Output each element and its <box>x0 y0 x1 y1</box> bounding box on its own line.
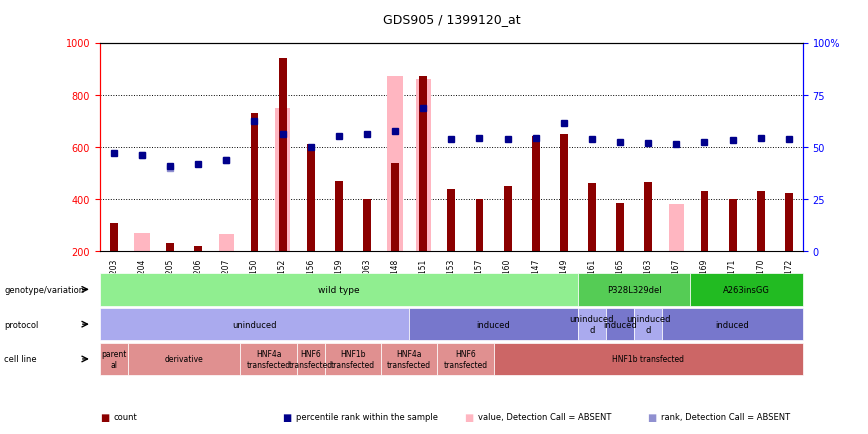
Bar <box>616 204 624 252</box>
Text: ■: ■ <box>282 412 292 421</box>
Bar <box>700 192 708 252</box>
Text: percentile rank within the sample: percentile rank within the sample <box>296 412 438 421</box>
Text: HNF4a
transfected: HNF4a transfected <box>247 349 291 369</box>
Text: protocol: protocol <box>4 320 39 329</box>
Text: uninduced
d: uninduced d <box>626 315 670 334</box>
Bar <box>391 163 399 252</box>
Bar <box>110 223 118 252</box>
Bar <box>644 183 652 252</box>
Text: P328L329del: P328L329del <box>607 285 661 294</box>
Text: induced: induced <box>477 320 510 329</box>
Text: HNF6
transfected: HNF6 transfected <box>289 349 332 369</box>
Bar <box>476 200 483 252</box>
Text: induced: induced <box>603 320 637 329</box>
Bar <box>588 184 596 252</box>
Bar <box>306 145 315 252</box>
Text: ■: ■ <box>464 412 474 421</box>
Bar <box>335 181 343 252</box>
Text: GDS905 / 1399120_at: GDS905 / 1399120_at <box>383 13 520 26</box>
Bar <box>135 233 150 252</box>
Text: A263insGG: A263insGG <box>723 285 770 294</box>
Text: HNF4a
transfected: HNF4a transfected <box>387 349 431 369</box>
Bar <box>419 77 427 252</box>
Bar <box>194 247 202 252</box>
Bar <box>785 193 792 252</box>
Text: parent
al: parent al <box>102 349 127 369</box>
Bar <box>279 59 286 252</box>
Bar <box>251 114 259 252</box>
Text: HNF1b transfected: HNF1b transfected <box>612 355 684 364</box>
Text: ■: ■ <box>647 412 656 421</box>
Text: genotype/variation: genotype/variation <box>4 285 84 294</box>
Text: wild type: wild type <box>318 285 359 294</box>
Text: rank, Detection Call = ABSENT: rank, Detection Call = ABSENT <box>661 412 790 421</box>
Text: uninduced: uninduced <box>233 320 277 329</box>
Text: count: count <box>114 412 137 421</box>
Bar <box>416 80 431 252</box>
Bar <box>275 108 291 252</box>
Text: HNF6
transfected: HNF6 transfected <box>444 349 488 369</box>
Bar <box>219 235 234 252</box>
Text: ■: ■ <box>100 412 109 421</box>
Bar <box>363 200 371 252</box>
Text: induced: induced <box>716 320 749 329</box>
Text: derivative: derivative <box>165 355 204 364</box>
Text: value, Detection Call = ABSENT: value, Detection Call = ABSENT <box>478 412 612 421</box>
Bar <box>387 77 403 252</box>
Bar <box>447 189 456 252</box>
Text: HNF1b
transfected: HNF1b transfected <box>331 349 375 369</box>
Bar <box>532 137 540 252</box>
Text: uninduced
d: uninduced d <box>569 315 615 334</box>
Bar <box>728 200 737 252</box>
Bar <box>668 205 684 252</box>
Bar <box>757 192 765 252</box>
Text: cell line: cell line <box>4 355 37 364</box>
Bar <box>503 187 511 252</box>
Bar <box>560 135 568 252</box>
Bar <box>166 244 174 252</box>
